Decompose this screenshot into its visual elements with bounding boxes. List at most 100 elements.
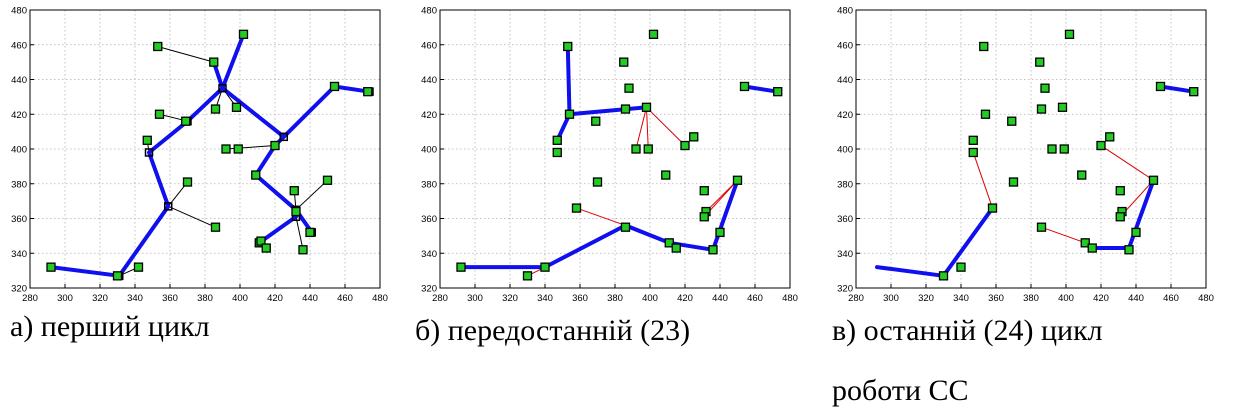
data-point: [1059, 144, 1069, 154]
data-point: [456, 262, 466, 272]
thin-link: [168, 205, 216, 228]
x-tick-label: 320: [502, 293, 518, 304]
data-point: [631, 144, 641, 154]
data-point: [619, 57, 629, 67]
data-point: [979, 41, 989, 52]
x-tick-label: 440: [302, 293, 318, 304]
thin-link: [295, 179, 328, 211]
data-point: [1105, 132, 1115, 142]
caption-penultimate-cycle-text: б) передостанній (23): [415, 314, 691, 347]
data-point: [715, 227, 725, 238]
data-point: [112, 271, 123, 281]
thin-link: [295, 216, 304, 250]
data-point: [182, 177, 193, 187]
y-tick-label: 480: [421, 6, 437, 17]
data-point: [938, 271, 949, 281]
chain-node: [279, 132, 288, 142]
x-tick-label: 440: [712, 293, 728, 304]
data-point: [620, 222, 631, 232]
y-tick-label: 380: [837, 179, 853, 190]
data-point: [552, 135, 562, 145]
data-point: [564, 109, 575, 119]
chain-node: [144, 148, 154, 157]
y-tick-label: 340: [421, 249, 437, 260]
chain-path: [220, 84, 372, 139]
x-tick-label: 300: [57, 293, 73, 304]
y-tick-label: 320: [11, 284, 27, 295]
data-point: [329, 81, 340, 92]
plot-area: [30, 10, 380, 288]
data-point: [210, 222, 221, 232]
x-tick-label: 420: [267, 293, 283, 304]
chain-path: [742, 84, 780, 94]
data-point: [680, 140, 690, 151]
y-tick-label: 340: [837, 249, 853, 260]
data-point: [231, 102, 242, 112]
data-point: [1036, 222, 1047, 232]
data-point: [1189, 87, 1199, 97]
data-point: [641, 102, 652, 112]
x-tick-label: 460: [747, 293, 763, 304]
chain-path: [220, 32, 246, 91]
chain-node: [218, 83, 227, 93]
data-point: [987, 203, 998, 213]
thin-link: [646, 106, 686, 146]
x-tick-label: 400: [1058, 293, 1074, 304]
x-tick-label: 280: [432, 293, 448, 304]
data-point: [1007, 116, 1017, 126]
data-point: [592, 177, 603, 187]
data-point: [643, 144, 653, 154]
data-point: [699, 186, 709, 196]
data-point: [968, 135, 978, 145]
data-point: [540, 262, 550, 272]
data-point: [664, 238, 674, 248]
data-point: [1155, 81, 1166, 92]
data-point: [221, 144, 231, 154]
x-tick-label: 480: [1198, 293, 1214, 304]
caption-first-cycle-text: а) перший цикл: [10, 310, 210, 343]
thin-link: [972, 152, 993, 209]
x-tick-label: 480: [782, 293, 798, 304]
y-tick-label: 400: [421, 145, 437, 156]
chart-svg-first-cycle: 280 300 320 340 360 380 400 420 440 460 480 320 340 3…: [11, 6, 388, 305]
data-point: [291, 206, 301, 217]
data-point: [1148, 175, 1159, 185]
data-point: [209, 57, 219, 67]
data-point: [289, 186, 299, 196]
caption-last-cycle: в) останній (24) цикл роботи СС: [832, 314, 1103, 408]
data-point: [256, 236, 266, 246]
data-point: [1064, 29, 1075, 39]
plot-area: [440, 10, 790, 288]
y-tick-label: 480: [11, 6, 27, 17]
chain-path: [1158, 84, 1196, 94]
x-tick-label: 360: [162, 293, 178, 304]
x-tick-label: 420: [677, 293, 693, 304]
x-tick-label: 380: [607, 293, 623, 304]
y-tick-label: 400: [11, 145, 27, 156]
caption-last-cycle-text-line2: роботи СС: [832, 374, 969, 407]
data-point: [661, 170, 671, 180]
x-tick-label: 400: [642, 293, 658, 304]
data-point: [956, 262, 966, 272]
y-tick-label: 380: [11, 179, 27, 190]
y-tick-label: 440: [421, 75, 437, 86]
x-tick-label: 380: [197, 293, 213, 304]
x-tick-label: 380: [1023, 293, 1039, 304]
data-point: [1096, 140, 1106, 151]
thin-link: [157, 46, 214, 63]
data-point: [648, 29, 659, 39]
data-point: [251, 170, 261, 180]
thin-link: [646, 107, 649, 150]
y-tick-label: 320: [421, 284, 437, 295]
data-point: [133, 262, 144, 272]
y-tick-label: 360: [421, 214, 437, 225]
y-tick-label: 420: [11, 110, 27, 121]
thin-link: [576, 207, 626, 226]
y-tick-label: 460: [11, 40, 27, 51]
x-tick-label: 460: [337, 293, 353, 304]
plot-area: [856, 10, 1206, 288]
y-tick-label: 460: [837, 40, 853, 51]
data-point: [1047, 144, 1057, 154]
data-point: [1036, 104, 1047, 114]
data-point: [708, 245, 718, 255]
